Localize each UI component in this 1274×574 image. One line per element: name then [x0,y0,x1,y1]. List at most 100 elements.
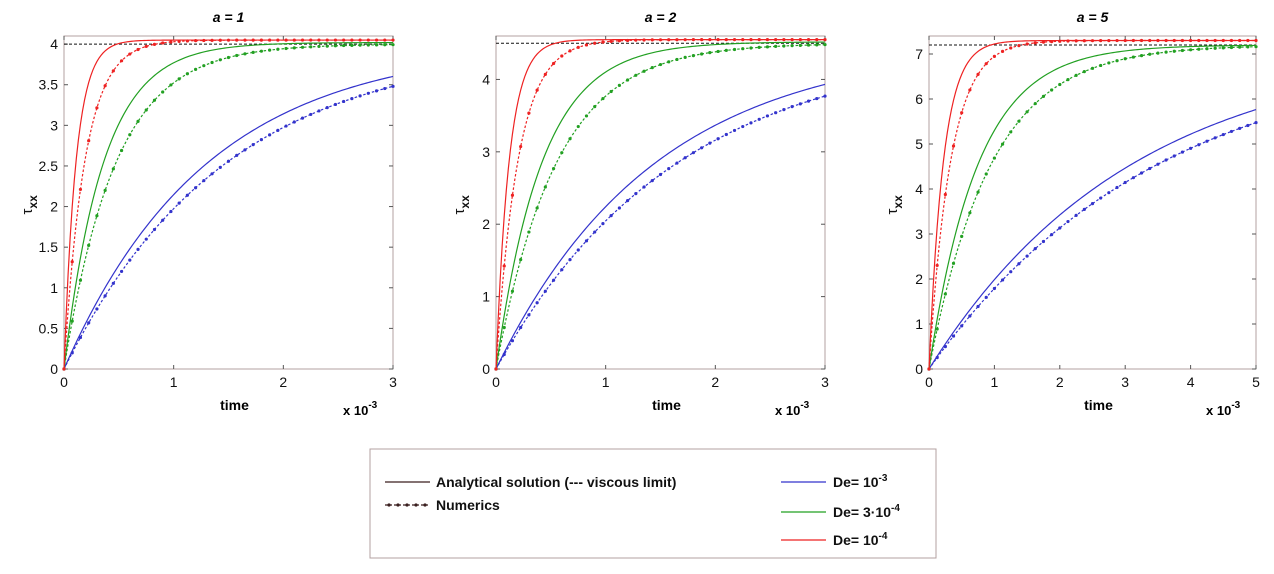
series-point [1221,46,1225,50]
legend-numerics-marker [423,503,427,507]
legend: Analytical solution (--- viscous limit) … [369,448,937,559]
x-multiplier-exponent: -3 [1231,400,1240,411]
series-point [1213,46,1217,50]
series-point [510,289,515,293]
series-point [960,234,964,239]
series-point [391,43,395,47]
series-point [700,146,704,150]
series-point [527,111,531,115]
series-point [774,38,778,42]
series-point [235,38,239,42]
series-point [1009,270,1013,274]
series-point [943,292,947,296]
x-multiplier-exponent: -3 [800,400,809,411]
series-point [1197,47,1201,51]
series-point [576,248,580,252]
series-point [268,133,272,137]
series-point [226,38,231,42]
series-point [292,38,296,42]
x-axis-label: time [1084,397,1113,413]
series-point [626,199,630,203]
legend-de1-label: De= 10-3 [833,473,888,490]
series-point [1139,53,1144,58]
series-point [601,96,605,101]
series-point [111,281,115,285]
series-point [757,117,761,121]
series-point [1197,143,1201,147]
y-tick-label: 4 [482,71,490,87]
series-point [1017,262,1021,266]
series-point [1107,38,1111,43]
series-line-analytical [63,41,393,370]
series-point [609,89,613,94]
series-point [790,38,794,42]
series-point [601,40,605,44]
x-tick-label: 5 [1252,374,1260,390]
y-tick-label: 2 [50,199,58,215]
series-point [177,39,181,43]
series-point [119,148,124,153]
series-point [259,38,263,42]
series-point [152,42,157,46]
series-line-numerics [495,44,826,370]
series-point [1254,45,1258,49]
series-point [276,38,280,42]
series-point [1017,43,1021,48]
series-point [218,38,222,42]
series-point [1123,57,1127,61]
series-point [1000,49,1005,53]
series-point [1115,185,1119,190]
legend-de2-label: De= 3·10-4 [833,503,900,520]
series-point [1025,110,1029,114]
series-point [634,38,638,42]
series-point [535,88,539,92]
series-point [1180,150,1185,154]
series-point [568,137,572,141]
series-line-analytical [928,109,1257,370]
series-point [667,38,671,42]
series-point [1025,42,1029,46]
series-line-numerics [928,122,1257,370]
series-point [325,44,329,48]
series-point [111,69,115,73]
series-point [617,83,621,87]
y-axis-label-symbol: τ [451,209,468,215]
y-tick-label: 3 [482,144,490,160]
series-point [169,40,173,44]
series-point [691,38,696,42]
series-point [292,46,296,50]
series-point [161,41,165,45]
series-point [317,109,321,113]
x-tick-label: 0 [60,374,68,390]
series-point [1180,38,1185,43]
series-point [1066,219,1070,224]
series-point [1148,52,1152,56]
series-point [976,190,980,194]
series-point [235,53,239,58]
x-tick-label: 0 [925,374,933,390]
x-multiplier-base: x 10 [1206,403,1231,418]
series-point [1205,38,1209,43]
series-point [1000,278,1005,282]
series-point [502,264,506,268]
series-point [782,108,786,112]
series-point [333,38,338,42]
series-point [1238,126,1242,130]
series-point [968,211,972,215]
series-point [309,38,313,42]
series-point [1082,70,1086,74]
series-point [1238,38,1242,43]
series-point [1148,38,1152,43]
series-point [136,119,140,123]
y-tick-label: 6 [915,91,923,107]
series-point [1246,45,1250,49]
series-point [309,112,313,117]
series-point [1009,130,1013,134]
series-point [691,53,696,58]
series-point [527,313,531,317]
series-point [992,54,997,58]
series-point [708,38,712,42]
series-point [968,88,972,92]
series-point [935,327,939,331]
